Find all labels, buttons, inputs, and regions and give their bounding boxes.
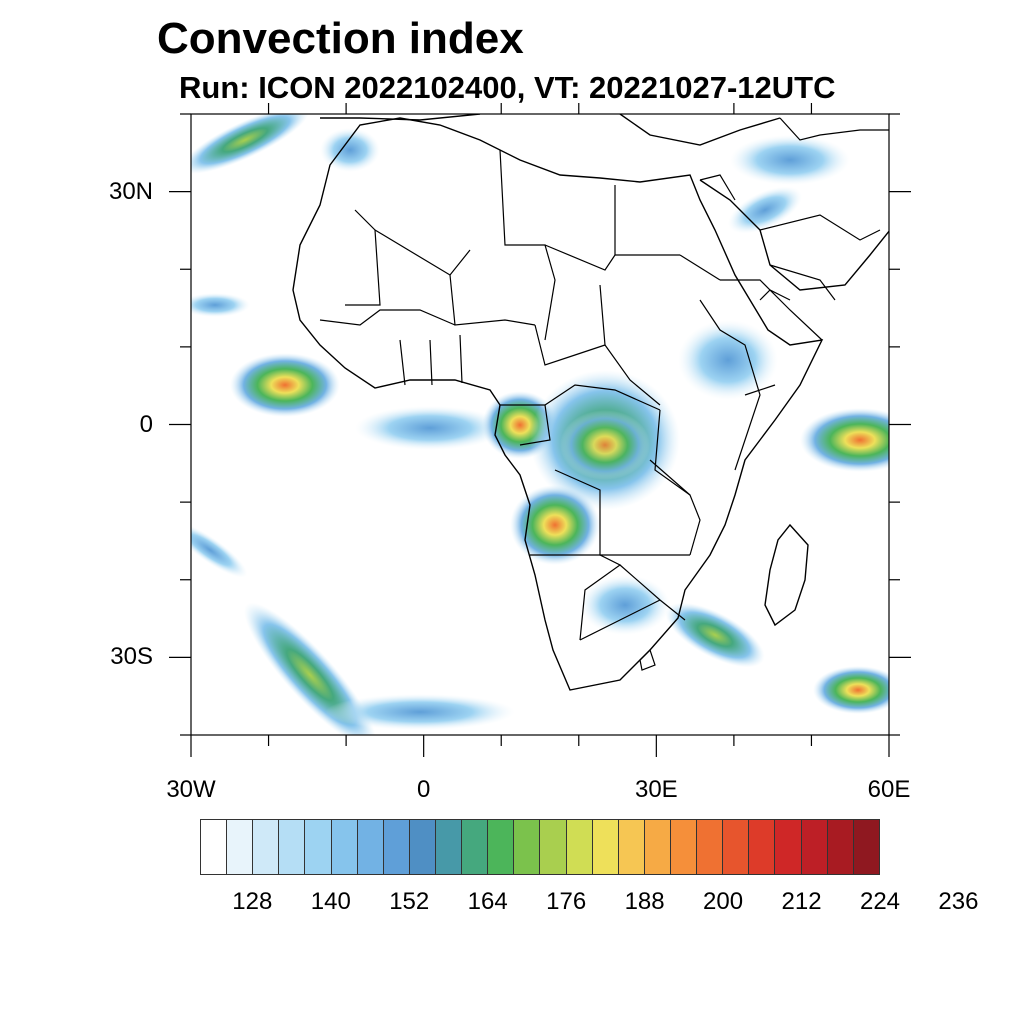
convection-shading xyxy=(191,114,889,735)
shade-ethiopia xyxy=(678,320,778,400)
colorbar-swatch xyxy=(566,820,593,874)
shade-north-atlantic xyxy=(320,128,380,172)
colorbar-swatch xyxy=(383,820,410,874)
colorbar-swatch xyxy=(305,820,332,874)
colorbar-tick-label: 140 xyxy=(310,888,351,915)
shade-congo-core xyxy=(560,410,650,480)
colorbar-swatch xyxy=(853,820,879,874)
colorbar-swatch xyxy=(435,820,463,874)
shade-southern-africa xyxy=(580,575,670,635)
colorbar-swatch xyxy=(488,820,515,874)
colorbar-tick-label: 236 xyxy=(938,888,979,915)
shade-mozambique-channel xyxy=(665,602,765,668)
shade-west-africa-coast xyxy=(191,293,250,317)
colorbar-swatch xyxy=(462,820,489,874)
lon-tick-label: 0 xyxy=(416,776,431,803)
country-borders xyxy=(319,117,889,671)
africa-coastline xyxy=(292,117,824,691)
shade-southeast-atlantic xyxy=(191,522,248,578)
colorbar-swatch xyxy=(409,820,436,874)
colorbar-swatch xyxy=(644,820,671,874)
colorbar-swatch xyxy=(618,820,645,874)
lon-tick-label: 60E xyxy=(867,776,911,803)
shade-southeast xyxy=(813,666,889,714)
colorbar-swatch xyxy=(279,820,306,874)
europe-coastline xyxy=(320,114,781,146)
colorbar-swatch xyxy=(227,820,254,874)
colorbar-swatch xyxy=(201,820,228,874)
colorbar-swatch xyxy=(357,820,384,874)
colorbar-tick-label: 152 xyxy=(389,888,430,915)
shade-south-atlantic-tail xyxy=(325,694,515,730)
colorbar-swatch xyxy=(540,820,567,874)
shade-mediterranean xyxy=(730,135,850,185)
colorbar-swatch xyxy=(514,820,541,874)
shade-gulf-guinea xyxy=(355,406,505,450)
colorbar-tick-label: 128 xyxy=(232,888,273,915)
colorbar-tick-label: 188 xyxy=(624,888,665,915)
colorbar-swatch xyxy=(253,820,280,874)
lon-tick-label: 30E xyxy=(634,776,678,803)
colorbar-tick-label: 164 xyxy=(467,888,508,915)
lat-tick-label: 0 xyxy=(139,410,153,438)
colorbar-swatch xyxy=(775,820,802,874)
lon-tick-label: 30W xyxy=(166,776,216,803)
colorbar-swatch xyxy=(801,820,828,874)
colorbar-swatch xyxy=(723,820,750,874)
madagascar-coastline xyxy=(764,523,809,627)
colorbar-tick-label: 176 xyxy=(546,888,587,915)
colorbar-swatch xyxy=(827,820,854,874)
colorbar-tick-label: 200 xyxy=(703,888,744,915)
colorbar-swatch xyxy=(592,820,619,874)
map-plot-area xyxy=(191,114,889,735)
colorbar-swatch xyxy=(331,820,358,874)
shade-south-atlantic xyxy=(243,602,377,735)
shade-arabia xyxy=(727,186,803,234)
shade-northwest-band xyxy=(191,114,309,174)
colorbar-swatch xyxy=(697,820,724,874)
colorbar-tick-label: 212 xyxy=(781,888,822,915)
coastlines xyxy=(292,114,889,691)
lat-tick-label: 30S xyxy=(110,643,153,671)
colorbar-swatch xyxy=(749,820,776,874)
arabia-coastline xyxy=(699,179,889,291)
colorbar-swatch xyxy=(670,820,698,874)
chart-subtitle: Run: ICON 2022102400, VT: 20221027-12UTC xyxy=(179,70,836,105)
chart-title: Convection index xyxy=(157,14,524,63)
shade-indian-ocean-east xyxy=(800,408,889,472)
shade-angola xyxy=(510,485,600,565)
colorbar-tick-label: 224 xyxy=(859,888,901,915)
axis-ticks xyxy=(169,103,911,757)
shade-atlantic-itcz xyxy=(230,353,340,417)
colorbar xyxy=(200,819,880,875)
lat-tick-label: 30N xyxy=(108,177,153,205)
